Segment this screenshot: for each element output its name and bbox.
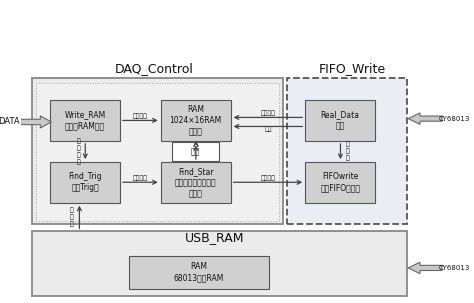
Polygon shape [20,116,51,128]
Text: 复位: 复位 [264,127,272,132]
Bar [50,100,120,141]
Bar [305,162,375,203]
Text: USB_RAM: USB_RAM [185,231,245,244]
Text: FIFO_Write: FIFO_Write [319,62,386,75]
Bar [50,162,120,203]
Bar [32,231,407,296]
Bar [161,100,231,141]
Polygon shape [408,262,442,274]
Text: DAQ_Control: DAQ_Control [115,62,193,75]
Bar [36,83,280,221]
Polygon shape [408,113,442,124]
Bar [129,255,269,289]
Text: Write_RAM
完成写RAM时序: Write_RAM 完成写RAM时序 [64,111,106,131]
Text: RAM
1024×16RAM
双端口: RAM 1024×16RAM 双端口 [170,105,222,136]
Text: Real_Data
滤波: Real_Data 滤波 [321,111,360,131]
Text: Find_Trig
寻找Trig点: Find_Trig 寻找Trig点 [68,172,102,192]
Text: RAM
68013外部RAM: RAM 68013外部RAM [174,262,224,282]
Bar [305,100,375,141]
Bar [32,78,283,225]
Text: 已
数
据: 已 数 据 [69,208,73,227]
Bar [161,162,231,203]
Text: 写入数据: 写入数据 [133,113,148,119]
Text: Find_Star
判断触发束、产生读
取信号: Find_Star 判断触发束、产生读 取信号 [175,167,217,198]
Text: 并
始
触
发: 并 始 触 发 [77,138,81,165]
Text: 读取接口: 读取接口 [261,111,276,116]
Text: 口
数
据: 口 数 据 [346,142,349,161]
Bar [172,142,219,161]
Text: CY68013: CY68013 [438,116,470,122]
Text: DATA: DATA [0,118,20,126]
Text: FIFOwrite
完成FIFO写时序: FIFOwrite 完成FIFO写时序 [320,172,360,192]
Text: CY68013: CY68013 [438,265,470,271]
Bar [287,78,407,225]
Text: 采集结束: 采集结束 [261,175,276,181]
Text: 找到触发: 找到触发 [133,175,148,181]
Text: 结束: 结束 [191,147,201,156]
